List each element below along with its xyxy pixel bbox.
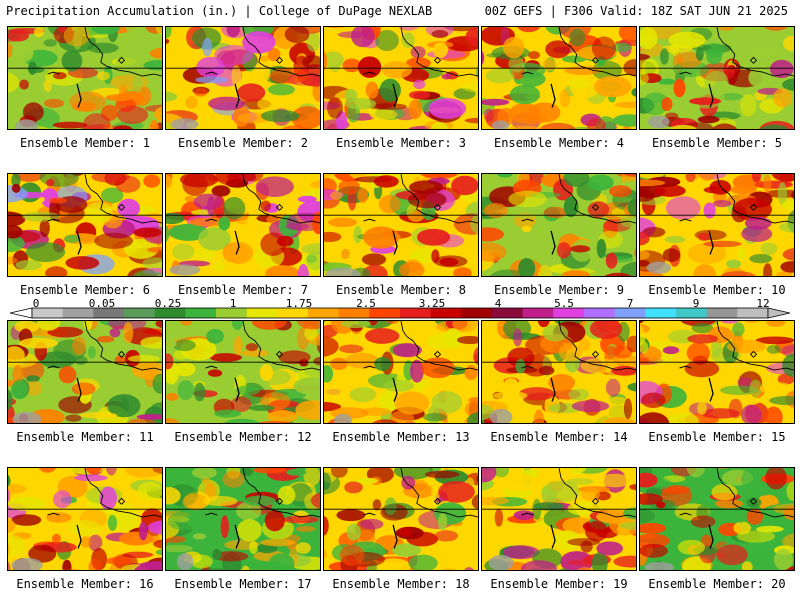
colorbar-swatch bbox=[154, 308, 186, 318]
colorbar-tick-label: 9 bbox=[692, 297, 700, 310]
ensemble-member-label: Ensemble Member: 14 bbox=[490, 430, 628, 444]
ensemble-map-panel bbox=[323, 320, 479, 424]
ensemble-map-panel bbox=[639, 320, 795, 424]
colorbar-swatch bbox=[645, 308, 677, 318]
colorbar-swatch bbox=[62, 308, 94, 318]
ensemble-map-panel bbox=[7, 26, 163, 130]
ensemble-member-label: Ensemble Member: 19 bbox=[490, 577, 628, 591]
colorbar-swatch bbox=[461, 308, 493, 318]
colorbar-swatch bbox=[400, 308, 432, 318]
colorbar-swatch bbox=[614, 308, 646, 318]
ensemble-member-label: Ensemble Member: 4 bbox=[493, 136, 625, 150]
colorbar-swatch bbox=[430, 308, 462, 318]
colorbar-tick-label: 0.05 bbox=[88, 297, 116, 310]
colorbar-swatch bbox=[522, 308, 554, 318]
ensemble-member-label: Ensemble Member: 15 bbox=[648, 430, 786, 444]
colorbar-swatch bbox=[124, 308, 156, 318]
ensemble-member-label: Ensemble Member: 5 bbox=[651, 136, 783, 150]
run-info-title: 00Z GEFS | F306 Valid: 18Z SAT JUN 21 20… bbox=[484, 4, 788, 18]
colorbar-swatch bbox=[308, 308, 340, 318]
colorbar-tick-label: 7 bbox=[626, 297, 634, 310]
colorbar-swatch bbox=[185, 308, 217, 318]
colorbar-swatch bbox=[338, 308, 370, 318]
ensemble-member-label: Ensemble Member: 8 bbox=[335, 283, 467, 297]
ensemble-map-panel bbox=[323, 26, 479, 130]
colorbar-swatch bbox=[492, 308, 524, 318]
colorbar-swatch bbox=[216, 308, 248, 318]
colorbar-swatch bbox=[706, 308, 738, 318]
ensemble-map-panel bbox=[639, 467, 795, 571]
colorbar-tick-label: 4 bbox=[494, 297, 502, 310]
ensemble-map-panel bbox=[7, 320, 163, 424]
colorbar-swatch bbox=[93, 308, 125, 318]
colorbar-left-arrow bbox=[10, 307, 33, 319]
colorbar-tick-label: 2.5 bbox=[356, 297, 376, 310]
colorbar-swatch bbox=[32, 308, 64, 318]
colorbar-swatch bbox=[369, 308, 401, 318]
ensemble-member-label: Ensemble Member: 10 bbox=[648, 283, 786, 297]
colorbar-swatch bbox=[676, 308, 708, 318]
ensemble-map-panel bbox=[165, 467, 321, 571]
ensemble-map-panel bbox=[165, 26, 321, 130]
colorbar-swatch bbox=[246, 308, 278, 318]
map-title: Precipitation Accumulation (in.) | Colle… bbox=[6, 4, 433, 18]
colorbar-tick-label: 12 bbox=[756, 297, 770, 310]
ensemble-member-label: Ensemble Member: 16 bbox=[16, 577, 154, 591]
colorbar-swatch bbox=[553, 308, 585, 318]
ensemble-map-panel bbox=[481, 467, 637, 571]
ensemble-map-panel bbox=[165, 320, 321, 424]
ensemble-member-label: Ensemble Member: 7 bbox=[177, 283, 309, 297]
colorbar-swatch bbox=[737, 308, 769, 318]
colorbar-tick-label: 1.75 bbox=[285, 297, 313, 310]
colorbar-tick-label: 5.5 bbox=[554, 297, 574, 310]
ensemble-member-label: Ensemble Member: 3 bbox=[335, 136, 467, 150]
colorbar-tick-label: 0.25 bbox=[154, 297, 182, 310]
ensemble-member-label: Ensemble Member: 17 bbox=[174, 577, 312, 591]
ensemble-member-label: Ensemble Member: 1 bbox=[19, 136, 151, 150]
ensemble-map-panel bbox=[481, 320, 637, 424]
ensemble-map-panel bbox=[639, 26, 795, 130]
ensemble-member-label: Ensemble Member: 12 bbox=[174, 430, 312, 444]
ensemble-member-label: Ensemble Member: 13 bbox=[332, 430, 470, 444]
colorbar-tick-label: 3.25 bbox=[418, 297, 446, 310]
ensemble-member-label: Ensemble Member: 9 bbox=[493, 283, 625, 297]
colorbar-swatch bbox=[277, 308, 309, 318]
ensemble-member-label: Ensemble Member: 20 bbox=[648, 577, 786, 591]
ensemble-map-panel bbox=[165, 173, 321, 277]
ensemble-map-panel bbox=[7, 173, 163, 277]
ensemble-map-panel bbox=[7, 467, 163, 571]
colorbar-tick-label: 0 bbox=[32, 297, 40, 310]
ensemble-member-label: Ensemble Member: 2 bbox=[177, 136, 309, 150]
ensemble-map-panel bbox=[481, 26, 637, 130]
ensemble-map-panel bbox=[323, 173, 479, 277]
colorbar-swatch bbox=[584, 308, 616, 318]
colorbar-right-arrow bbox=[767, 307, 790, 319]
precip-colorbar bbox=[10, 307, 790, 319]
ensemble-member-label: Ensemble Member: 18 bbox=[332, 577, 470, 591]
ensemble-map-panel bbox=[323, 467, 479, 571]
colorbar-tick-label: 1 bbox=[229, 297, 237, 310]
ensemble-map-panel bbox=[481, 173, 637, 277]
ensemble-member-label: Ensemble Member: 6 bbox=[19, 283, 151, 297]
ensemble-map-panel bbox=[639, 173, 795, 277]
ensemble-member-label: Ensemble Member: 11 bbox=[16, 430, 154, 444]
